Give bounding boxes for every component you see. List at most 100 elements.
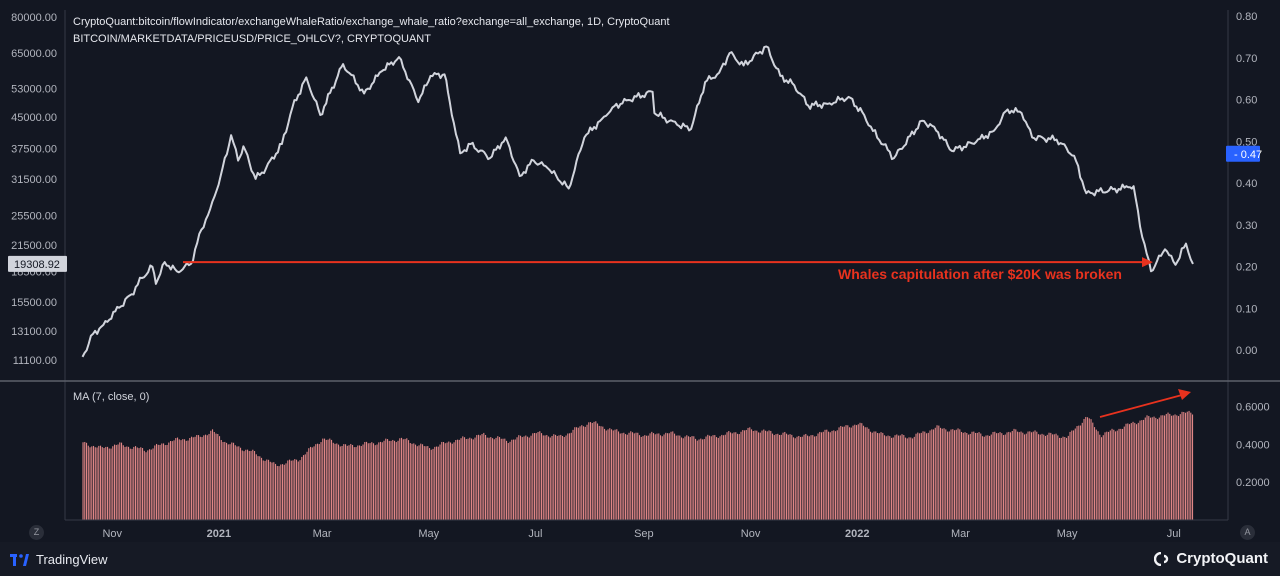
zoom-button[interactable]: Z — [29, 525, 44, 540]
ratio-bar — [686, 435, 688, 520]
ratio-bar — [1097, 431, 1099, 520]
axes: 80000.00 65000.00 53000.00 45000.00 37500.00… — [0, 10, 1280, 540]
ratio-bar — [764, 430, 767, 520]
ratio-bar — [187, 440, 189, 520]
ratio-bar — [908, 437, 910, 520]
ratio-bar — [304, 454, 306, 520]
ratio-bar — [269, 461, 271, 520]
ratio-bar — [190, 436, 193, 520]
ratio-bar — [598, 425, 600, 520]
ratio-bar — [215, 433, 217, 520]
ratio-bar — [462, 436, 464, 520]
ratio-bar — [87, 445, 89, 520]
ratio-bar — [509, 441, 511, 520]
ratio-badge — [1226, 145, 1260, 162]
ratio-bar — [553, 434, 555, 520]
ratio-bar — [861, 423, 863, 520]
ratio-bar — [1065, 437, 1068, 520]
ratio-bar — [1163, 415, 1166, 520]
ratio-bar — [978, 432, 980, 520]
ratio-bar — [805, 433, 807, 520]
ratio-bar — [346, 445, 348, 520]
ratio-bar — [1051, 434, 1054, 520]
ratio-bar — [1078, 425, 1080, 520]
ratio-bar — [250, 450, 252, 520]
ratio-bar — [602, 426, 604, 520]
ratio-bar — [999, 432, 1001, 520]
ratio-bar — [694, 438, 697, 520]
ratio-bar — [1172, 415, 1174, 520]
ratio-bar — [420, 443, 422, 520]
tradingview-logo[interactable]: TradingView — [10, 552, 108, 567]
ratio-bar — [967, 434, 970, 520]
ratio-bar — [1093, 427, 1096, 520]
ratio-bar — [294, 459, 296, 520]
ratio-bar — [691, 436, 693, 520]
ratio-bar — [127, 446, 130, 520]
ratio-bar — [1170, 415, 1173, 520]
time-tick-label: 2021 — [207, 528, 231, 540]
annotation-label: Whales capitulation after $20K was broke… — [838, 266, 1122, 282]
ratio-bar — [1002, 435, 1005, 520]
ratio-bar — [796, 436, 798, 520]
ratio-bar — [131, 448, 133, 520]
ratio-bar — [1055, 433, 1057, 520]
ratio-bar — [924, 431, 926, 520]
ratio-bar — [497, 436, 499, 520]
ratio-bar — [1069, 431, 1071, 520]
ratio-bar — [894, 435, 896, 520]
ratio-bar — [425, 446, 427, 520]
ratio-bar — [1072, 430, 1075, 520]
ratio-bar — [308, 448, 310, 520]
ratio-bar — [869, 431, 872, 520]
ratio-bar — [831, 430, 833, 520]
ma-tick-label: 0.2000 — [1236, 477, 1270, 489]
ratio-bar — [416, 446, 418, 520]
ratio-bar — [176, 437, 179, 520]
ratio-bar — [402, 439, 404, 520]
ratio-bars — [82, 410, 1194, 520]
ratio-bar — [883, 435, 886, 520]
right-tick-label: 0.00 — [1236, 345, 1257, 357]
ratio-bar — [84, 441, 86, 520]
ratio-bar — [740, 431, 742, 520]
ratio-bar — [941, 428, 943, 520]
ratio-bar — [1036, 431, 1038, 520]
ratio-bar — [773, 435, 775, 520]
ratio-bar — [225, 442, 228, 520]
annotation-arrows: Whales capitulation after $20K was broke… — [183, 257, 1191, 418]
price-badge — [8, 255, 67, 272]
ratio-bar — [654, 434, 656, 520]
ratio-bar — [444, 443, 446, 520]
ratio-bar — [441, 441, 443, 520]
ratio-bar — [395, 442, 397, 520]
ratio-bar — [292, 460, 294, 520]
ratio-bar — [217, 433, 219, 520]
ratio-bar — [276, 465, 278, 520]
ratio-bar — [551, 435, 553, 520]
ratio-bar — [645, 435, 648, 520]
ratio-bar — [1135, 424, 1138, 520]
ratio-bar — [834, 431, 837, 520]
ratio-bar — [992, 431, 994, 520]
auto-scale-button[interactable]: A — [1240, 525, 1255, 540]
ratio-bar — [323, 438, 326, 520]
ratio-bar — [1184, 412, 1187, 520]
ratio-bar — [460, 438, 462, 520]
ratio-bar — [511, 439, 513, 520]
ratio-bar — [1008, 431, 1010, 520]
ratio-bar — [336, 443, 338, 520]
ratio-bar — [946, 431, 949, 520]
ratio-bar — [1156, 419, 1159, 520]
right-tick-label: 0.50 — [1236, 136, 1257, 148]
ratio-bar — [255, 454, 257, 520]
ratio-bar — [341, 445, 343, 520]
ratio-bar — [463, 437, 466, 520]
ratio-bar — [189, 438, 191, 520]
ratio-bar — [784, 431, 786, 520]
ratio-bar — [1090, 419, 1092, 520]
ratio-bar — [437, 446, 439, 520]
ratio-bar — [939, 427, 942, 520]
ratio-bar — [1153, 416, 1155, 520]
